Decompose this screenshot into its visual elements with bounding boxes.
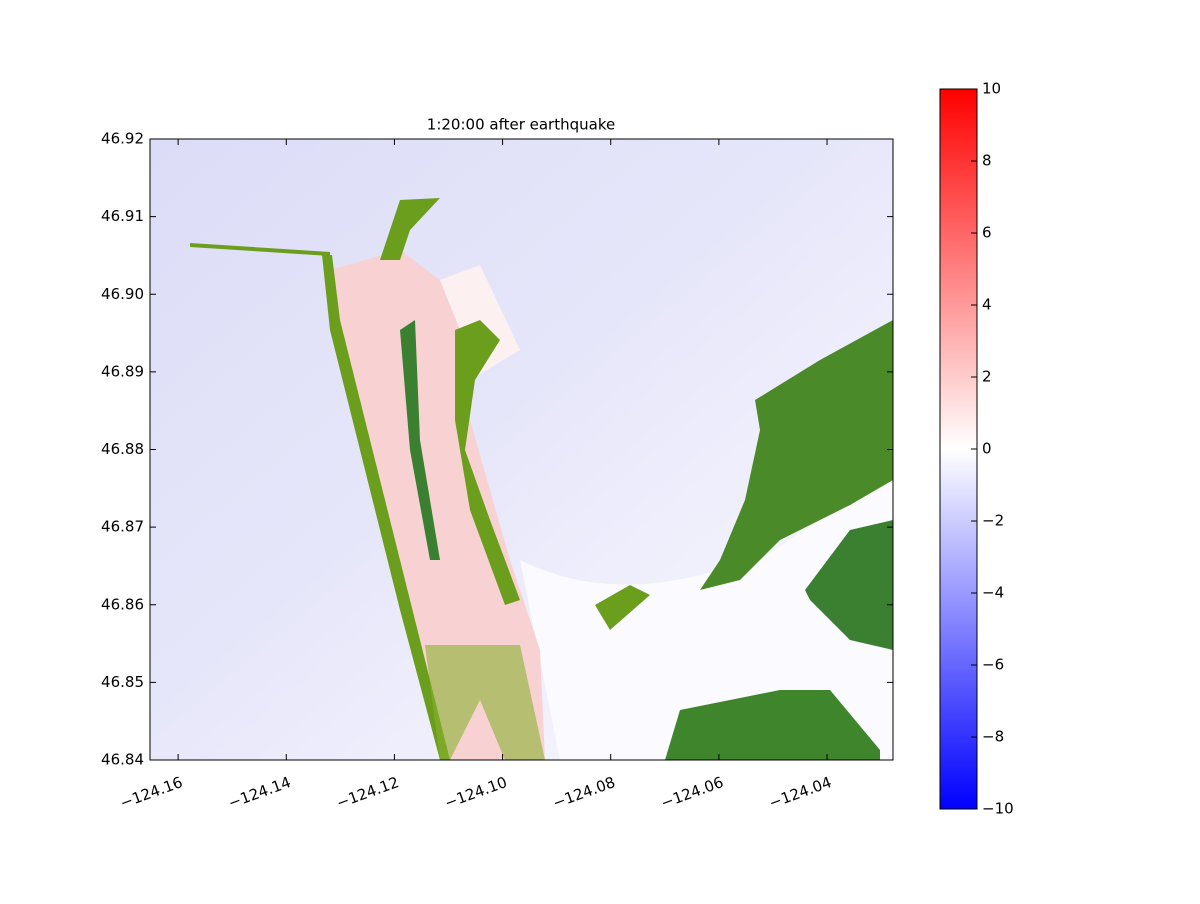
colorbar (939, 88, 978, 810)
y-tick-label: 46.84 (101, 751, 144, 769)
chart-title: 1:20:00 after earthquake (427, 116, 615, 134)
y-tick-label: 46.89 (101, 362, 144, 380)
y-tick-label: 46.86 (101, 595, 144, 613)
colorbar-tick-label: −6 (982, 656, 1004, 674)
x-tick-label: −124.06 (658, 773, 725, 812)
colorbar-tick-label: 10 (982, 80, 1001, 98)
y-tick-label: 46.90 (101, 285, 144, 303)
y-tick-label: 46.92 (101, 130, 144, 148)
x-tick-label: −124.04 (767, 773, 834, 812)
y-tick-label: 46.91 (101, 207, 144, 225)
colorbar-tick-label: −4 (982, 584, 1004, 602)
y-tick-label: 46.88 (101, 440, 144, 458)
colorbar-tick-label: −10 (982, 800, 1014, 818)
x-tick-label: −124.10 (442, 773, 509, 812)
x-tick-label: −124.08 (550, 773, 617, 812)
colorbar-tick-label: 8 (982, 152, 992, 170)
colorbar-tick-label: 0 (982, 440, 992, 458)
x-tick-label: −124.14 (226, 773, 293, 812)
colorbar-tick-label: 2 (982, 368, 992, 386)
colorbar-tick-label: 4 (982, 296, 992, 314)
colorbar-tick-label: 6 (982, 224, 992, 242)
colorbar-tick-label: −2 (982, 512, 1004, 530)
y-tick-label: 46.87 (101, 518, 144, 536)
colorbar-tick-label: −8 (982, 728, 1004, 746)
map-field (150, 139, 893, 760)
x-tick-label: −124.16 (118, 773, 185, 812)
y-tick-label: 46.85 (101, 673, 144, 691)
x-tick-label: −124.12 (334, 773, 401, 812)
